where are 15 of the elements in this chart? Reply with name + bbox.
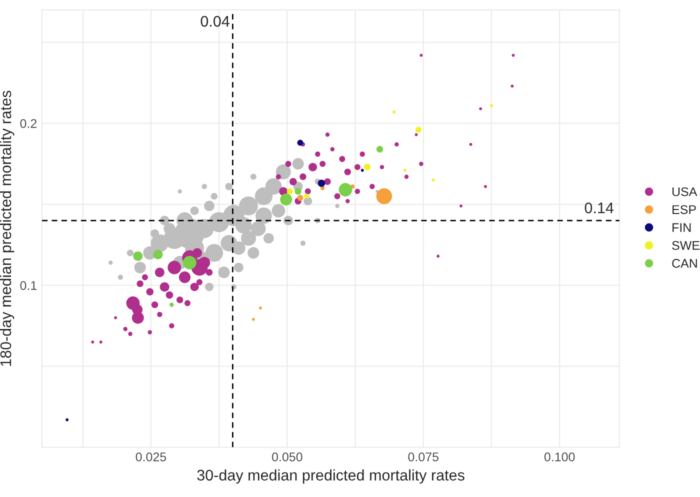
y-tick-label: 0.2 bbox=[20, 119, 37, 128]
legend-label: FIN bbox=[672, 223, 691, 232]
legend-label: SWE bbox=[672, 241, 700, 250]
x-tick-label: 0.100 bbox=[544, 452, 575, 462]
ref-line-label: 0.04 bbox=[200, 16, 230, 27]
y-axis-title: 180-day median predicted mortality rates bbox=[0, 90, 14, 366]
x-tick-label: 0.075 bbox=[408, 452, 438, 462]
x-axis-title: 30-day median predicted mortality rates bbox=[197, 469, 464, 484]
legend-label: ESP bbox=[672, 205, 696, 214]
x-tick-label: 0.050 bbox=[272, 452, 302, 462]
legend-label: USA bbox=[672, 187, 698, 196]
x-tick-label: 0.025 bbox=[136, 452, 166, 462]
ref-line-label: 0.14 bbox=[584, 202, 614, 214]
legend-label: CAN bbox=[672, 258, 697, 268]
y-tick-label: 0.1 bbox=[20, 281, 37, 290]
